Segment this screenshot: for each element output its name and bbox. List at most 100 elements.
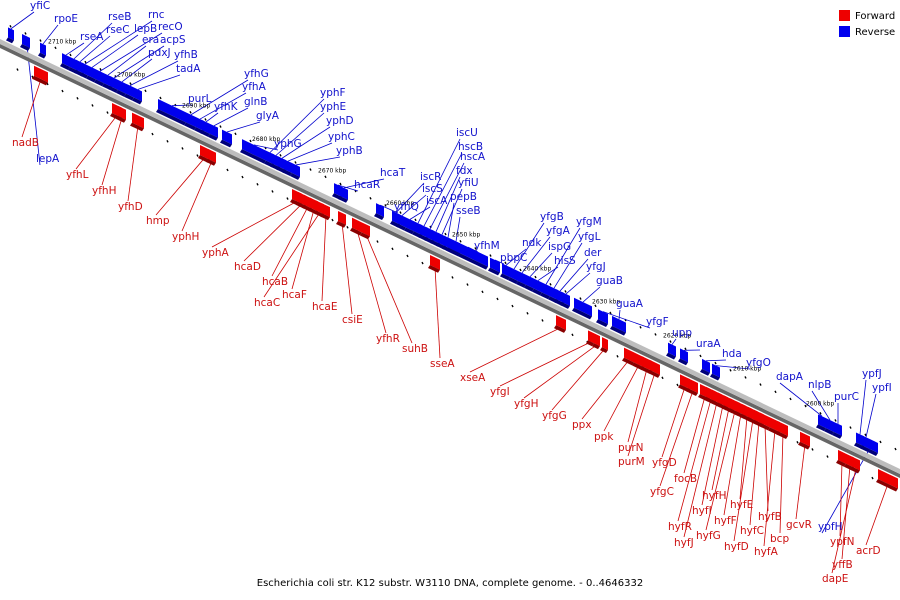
tick-mark [181, 147, 184, 150]
leader-yphC [287, 142, 333, 162]
gene-label-dapE: dapE [822, 573, 848, 585]
tick-mark [541, 319, 544, 322]
backbone [0, 39, 900, 474]
tick-mark [504, 261, 507, 265]
gene-label-hyfF: hyfF [714, 515, 737, 527]
leader-xseA [469, 327, 562, 373]
tick-mark [729, 368, 732, 372]
gene-label-hyfD: hyfD [724, 541, 749, 553]
gene-ypfH [868, 439, 878, 456]
gene-glyA [220, 129, 232, 148]
tick-mark [399, 211, 402, 214]
gene-gcvR [798, 431, 810, 450]
gene-hcaE [320, 203, 330, 221]
gene-label-hyfB: hyfB [758, 511, 782, 523]
gene-ppx [622, 347, 634, 366]
tick-mark [54, 46, 57, 50]
tick-mark [256, 182, 259, 186]
gene-label-ppk: ppk [594, 431, 614, 443]
genome-caption: Escherichia coli str. K12 substr. W3110 … [256, 578, 644, 589]
gene-guaB [572, 297, 592, 320]
tick-mark [99, 67, 102, 71]
tick-mark [654, 333, 657, 336]
leader-glyA [226, 121, 261, 133]
leader-der [559, 258, 589, 292]
gene-yfhQ [374, 203, 384, 220]
gene-yphB [290, 163, 300, 180]
leader-purN [627, 368, 648, 443]
gene-label-hcaD: hcaD [234, 261, 261, 273]
gene-glnB [208, 123, 218, 141]
leader-yfhL [75, 115, 118, 170]
gene-label-rpoE: rpoE [54, 13, 78, 25]
gene-label-iscR: iscR [420, 171, 441, 183]
leader-era [107, 45, 147, 76]
gene-label-yfgG: yfgG [542, 410, 567, 422]
gene-yfhB [124, 83, 134, 101]
gene-yfhR [350, 217, 362, 236]
scale-label: 2710 kbp [48, 38, 76, 45]
gene-label-upp: upp [672, 327, 692, 339]
gene-rnc [80, 62, 88, 79]
gene-label-dapA: dapA [776, 371, 804, 383]
leader-yfgD [661, 386, 686, 458]
gene-label-csiE: csiE [342, 314, 363, 326]
gene-label-yphE: yphE [320, 101, 346, 113]
gene-label-yfhL: yfhL [66, 169, 89, 181]
leader-yfhH [101, 117, 123, 186]
leader-hyfI [701, 404, 724, 506]
leader-yphF [269, 98, 325, 153]
gene-label-ndk: ndk [522, 237, 542, 249]
gene-hisS [532, 278, 542, 296]
leader-hmp [155, 157, 206, 216]
gene-guaA [610, 315, 626, 336]
gene-label-ppx: ppx [572, 419, 592, 431]
tick-mark [676, 383, 679, 387]
tick-mark [204, 118, 207, 121]
gene-label-hyfJ: hyfJ [674, 537, 694, 549]
tick-mark [609, 311, 612, 315]
leader-ndk [505, 248, 527, 266]
tick-mark [241, 175, 244, 179]
leader-yfgC [659, 390, 694, 487]
gene-label-yphB: yphB [336, 145, 363, 157]
tick-mark [376, 240, 379, 243]
gene-yfgG [600, 337, 608, 353]
tick-mark [234, 132, 237, 136]
gene-yfgB [508, 267, 518, 284]
gene-label-tadA: tadA [176, 63, 201, 75]
leader-hyfD [733, 419, 754, 542]
leader-iscR [395, 182, 425, 213]
scale-label: 2700 kbp [117, 71, 145, 78]
scale-label: 2630 kbp [592, 298, 620, 305]
leader-dapA [779, 382, 823, 417]
leader-yfgJ [565, 272, 591, 295]
gene-uraA [678, 348, 688, 366]
leader-yphB [295, 156, 341, 166]
gene-label-uraA: uraA [696, 338, 721, 350]
gene-label-suhB: suhB [402, 343, 428, 355]
gene-bcp [776, 421, 788, 439]
leader-dapE [831, 468, 857, 574]
gene-suhB [360, 222, 370, 240]
gene-label-yfhB: yfhB [174, 49, 198, 61]
scale-label: 2670 kbp [318, 167, 346, 174]
tick-mark [189, 110, 192, 114]
gene-label-rseC: rseC [106, 24, 130, 36]
tick-mark [466, 283, 469, 286]
gene-layer [6, 27, 898, 492]
tick-mark [91, 104, 94, 107]
gene-yfhK [200, 120, 210, 137]
tick-mark [144, 89, 147, 93]
leader-yfgI [499, 341, 592, 387]
leader-suhB [365, 234, 413, 344]
leader-ppx [581, 359, 630, 420]
gene-label-purN: purN [618, 442, 644, 454]
gene-yfgM [540, 282, 550, 300]
tick-mark [286, 197, 289, 200]
tick-mark [339, 182, 342, 186]
leader-pbpC [494, 259, 505, 265]
tick-mark [106, 111, 109, 114]
leader-tadA [137, 74, 181, 90]
